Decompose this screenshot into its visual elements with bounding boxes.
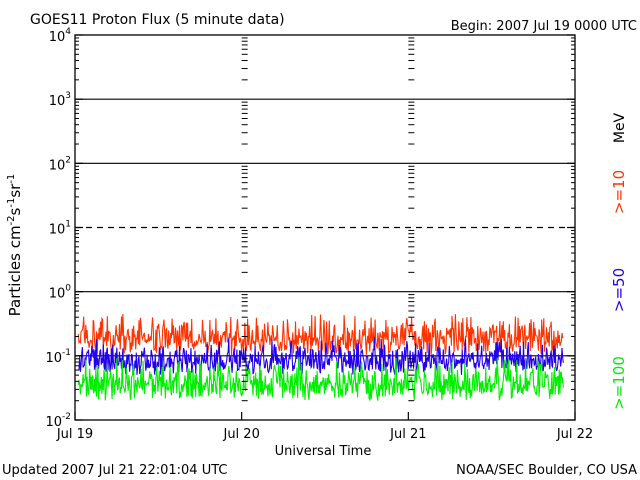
y-tick-base: 10: [49, 30, 66, 45]
y-tick-exponent: -1: [62, 348, 71, 358]
legend-ge10: >=10: [610, 170, 628, 214]
y-tick-label: 10-2: [45, 412, 71, 430]
y-axis-label-exp1: -2: [6, 215, 17, 225]
y-axis-label: Particles cm-2s-1sr-1: [6, 174, 24, 317]
legend-ge50: >=50: [610, 268, 628, 312]
y-tick-base: 10: [49, 94, 66, 109]
legend-ge100: >=100: [610, 356, 628, 410]
x-tick-label: Jul 20: [222, 427, 259, 442]
y-tick-base: 10: [49, 223, 66, 238]
y-tick-base: 10: [45, 415, 62, 430]
y-axis-label-main: Particles cm: [6, 225, 24, 316]
x-axis-label: Universal Time: [275, 444, 372, 459]
y-tick-exponent: 4: [65, 27, 71, 37]
y-tick-exponent: 1: [65, 220, 71, 230]
updated-label: Updated 2007 Jul 21 22:01:04 UTC: [2, 463, 227, 478]
y-tick-exponent: 0: [65, 284, 71, 294]
y-tick-label: 104: [49, 27, 72, 45]
tick-labels: Jul 19 Jul 20 Jul 21 Jul 2210-210-110010110…: [45, 27, 593, 442]
x-tick-label: Jul 21: [389, 427, 426, 442]
series-lines: [77, 313, 564, 402]
y-tick-label: 103: [49, 91, 71, 109]
credit-label: NOAA/SEC Boulder, CO USA: [456, 463, 637, 478]
series-line--10-mev: [77, 313, 564, 356]
series-line--50-mev: [78, 337, 564, 375]
y-tick-base: 10: [45, 351, 62, 366]
y-tick-base: 10: [49, 287, 66, 302]
y-tick-label: 100: [49, 284, 72, 302]
y-tick-exponent: -2: [62, 412, 71, 422]
y-tick-label: 101: [49, 220, 71, 238]
plot-frame: [74, 34, 576, 421]
y-axis-label-mid1: s: [6, 207, 24, 215]
series-line--100-mev: [77, 356, 564, 402]
y-axis-label-exp2: -1: [6, 198, 17, 208]
x-tick-label: Jul 19: [56, 427, 93, 442]
y-tick-label: 102: [49, 155, 71, 173]
y-axis-label-mid2: sr: [6, 183, 24, 198]
begin-label: Begin: 2007 Jul 19 0000 UTC: [451, 19, 637, 34]
y-tick-exponent: 3: [65, 91, 71, 101]
y-tick-label: 10-1: [45, 348, 71, 366]
grid-lines: [75, 98, 575, 357]
y-axis-label-exp3: -1: [6, 174, 17, 184]
x-tick-label: Jul 22: [556, 427, 593, 442]
y-tick-exponent: 2: [65, 155, 71, 165]
axes: [74, 34, 576, 421]
y-tick-base: 10: [49, 158, 66, 173]
legend-mev: MeV: [612, 112, 628, 143]
chart-title: GOES11 Proton Flux (5 minute data): [30, 12, 285, 28]
